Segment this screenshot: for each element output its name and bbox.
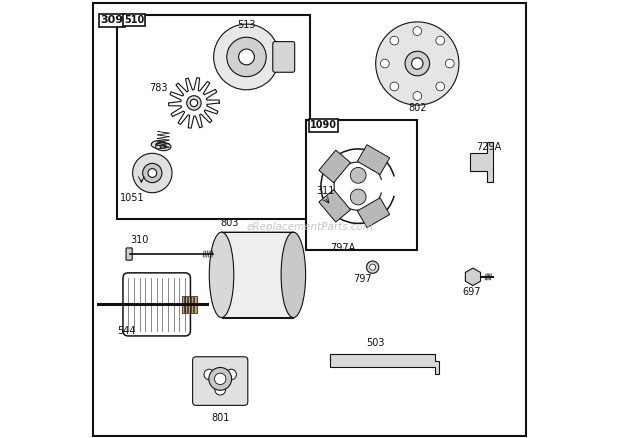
- Text: 797: 797: [353, 274, 372, 284]
- Circle shape: [350, 167, 366, 183]
- Circle shape: [187, 96, 201, 110]
- Polygon shape: [357, 198, 390, 228]
- FancyBboxPatch shape: [273, 42, 294, 72]
- Text: 697: 697: [463, 287, 481, 297]
- Circle shape: [376, 22, 459, 105]
- Circle shape: [133, 153, 172, 193]
- Circle shape: [148, 169, 157, 177]
- Ellipse shape: [210, 232, 234, 318]
- Polygon shape: [319, 150, 350, 183]
- Bar: [185, 296, 187, 313]
- Bar: [182, 296, 184, 313]
- Polygon shape: [470, 142, 493, 182]
- Ellipse shape: [160, 145, 166, 148]
- Circle shape: [239, 49, 254, 65]
- Polygon shape: [330, 354, 439, 374]
- Circle shape: [436, 82, 445, 91]
- Ellipse shape: [156, 143, 171, 151]
- Circle shape: [214, 24, 280, 90]
- Text: 309: 309: [100, 15, 124, 25]
- Ellipse shape: [156, 143, 162, 146]
- Circle shape: [390, 82, 399, 91]
- Circle shape: [190, 99, 198, 106]
- Circle shape: [412, 58, 423, 69]
- Text: 802: 802: [408, 103, 427, 113]
- Circle shape: [405, 51, 430, 76]
- Circle shape: [215, 373, 226, 385]
- Text: 310: 310: [130, 235, 149, 245]
- Text: 510: 510: [124, 15, 144, 25]
- Circle shape: [445, 59, 454, 68]
- Bar: [117, 15, 310, 219]
- Text: 797A: 797A: [330, 243, 355, 253]
- Text: 513: 513: [237, 20, 255, 30]
- Text: 803: 803: [220, 218, 239, 228]
- FancyBboxPatch shape: [193, 357, 248, 406]
- FancyBboxPatch shape: [126, 248, 132, 260]
- Text: eReplacementParts.com: eReplacementParts.com: [246, 222, 374, 232]
- Polygon shape: [319, 190, 350, 222]
- Bar: [306, 120, 417, 250]
- Text: 544: 544: [117, 326, 136, 336]
- Circle shape: [350, 189, 366, 205]
- Text: 503: 503: [366, 338, 385, 348]
- Circle shape: [436, 36, 445, 45]
- Ellipse shape: [281, 232, 306, 318]
- Circle shape: [366, 261, 379, 273]
- Ellipse shape: [151, 141, 167, 148]
- Circle shape: [215, 385, 226, 395]
- Bar: [194, 296, 197, 313]
- Text: 729A: 729A: [476, 142, 502, 152]
- Circle shape: [226, 369, 236, 380]
- Circle shape: [227, 37, 266, 77]
- Polygon shape: [357, 145, 390, 174]
- Circle shape: [413, 92, 422, 100]
- Circle shape: [209, 367, 232, 390]
- Text: 1051: 1051: [120, 193, 145, 203]
- Text: 311: 311: [317, 186, 335, 195]
- Circle shape: [204, 369, 215, 380]
- Text: 801: 801: [211, 413, 229, 423]
- Bar: [192, 296, 193, 313]
- Bar: [188, 296, 190, 313]
- FancyBboxPatch shape: [221, 232, 293, 318]
- Circle shape: [413, 27, 422, 35]
- Text: 783: 783: [149, 83, 167, 92]
- Text: 1090: 1090: [310, 120, 337, 131]
- Circle shape: [143, 163, 162, 183]
- Circle shape: [390, 36, 399, 45]
- Circle shape: [370, 264, 376, 270]
- Circle shape: [381, 59, 389, 68]
